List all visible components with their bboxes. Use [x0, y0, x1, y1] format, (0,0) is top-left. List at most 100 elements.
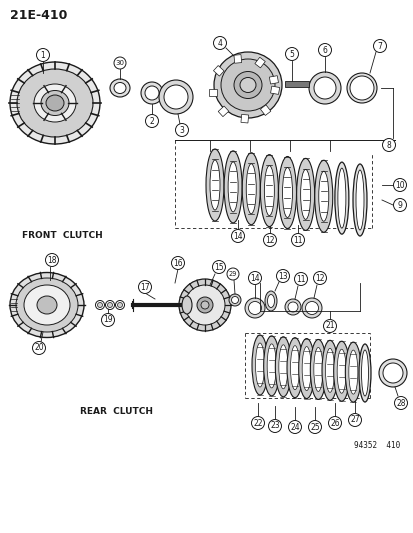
Ellipse shape — [46, 95, 64, 111]
Ellipse shape — [344, 342, 361, 402]
Circle shape — [268, 419, 281, 432]
Ellipse shape — [255, 343, 264, 387]
Ellipse shape — [358, 344, 370, 402]
Ellipse shape — [223, 151, 242, 223]
Text: 12: 12 — [314, 273, 324, 282]
Text: REAR  CLUTCH: REAR CLUTCH — [80, 407, 153, 416]
Ellipse shape — [231, 296, 238, 303]
Ellipse shape — [95, 301, 104, 310]
Ellipse shape — [264, 166, 274, 216]
Ellipse shape — [264, 291, 276, 311]
Circle shape — [175, 124, 188, 136]
Ellipse shape — [305, 302, 318, 314]
Ellipse shape — [185, 285, 224, 325]
Ellipse shape — [325, 349, 334, 392]
Ellipse shape — [278, 345, 287, 389]
Circle shape — [373, 39, 386, 52]
Ellipse shape — [110, 79, 130, 97]
Ellipse shape — [308, 72, 340, 104]
Text: 22: 22 — [253, 418, 262, 427]
Ellipse shape — [252, 335, 267, 395]
Ellipse shape — [242, 153, 260, 225]
Text: 30: 30 — [115, 60, 124, 66]
Text: 11: 11 — [292, 236, 302, 245]
Text: 2: 2 — [149, 117, 154, 125]
Ellipse shape — [296, 158, 314, 230]
Circle shape — [313, 271, 326, 285]
Ellipse shape — [159, 80, 192, 114]
Bar — [213, 66, 223, 76]
Ellipse shape — [334, 162, 348, 234]
Ellipse shape — [349, 76, 373, 100]
Text: 11: 11 — [296, 274, 305, 284]
Ellipse shape — [10, 272, 84, 337]
Ellipse shape — [206, 149, 223, 221]
Ellipse shape — [300, 169, 310, 220]
Ellipse shape — [233, 71, 261, 99]
Ellipse shape — [248, 302, 261, 314]
Circle shape — [33, 342, 45, 354]
Ellipse shape — [244, 298, 264, 318]
Ellipse shape — [321, 341, 337, 400]
Ellipse shape — [352, 164, 366, 236]
Ellipse shape — [209, 160, 219, 210]
Text: 6: 6 — [322, 45, 327, 54]
Text: 25: 25 — [309, 423, 319, 432]
Ellipse shape — [115, 301, 124, 310]
Ellipse shape — [290, 346, 299, 390]
Bar — [260, 105, 270, 116]
Bar — [218, 106, 228, 117]
Text: 94352  410: 94352 410 — [353, 440, 399, 449]
Circle shape — [294, 272, 307, 286]
Ellipse shape — [246, 164, 256, 214]
Circle shape — [36, 49, 50, 61]
Text: 26: 26 — [330, 418, 339, 427]
Circle shape — [392, 179, 406, 191]
Ellipse shape — [41, 91, 69, 116]
Circle shape — [138, 280, 151, 294]
Ellipse shape — [301, 298, 321, 318]
Ellipse shape — [301, 346, 311, 391]
Text: 7: 7 — [377, 42, 382, 51]
Text: FRONT  CLUTCH: FRONT CLUTCH — [22, 230, 102, 239]
Text: 29: 29 — [228, 271, 237, 277]
Circle shape — [328, 416, 341, 430]
Ellipse shape — [287, 302, 297, 312]
Ellipse shape — [114, 83, 126, 93]
Ellipse shape — [298, 338, 314, 399]
Circle shape — [288, 421, 301, 433]
Text: 27: 27 — [349, 416, 359, 424]
Ellipse shape — [182, 296, 192, 314]
Ellipse shape — [10, 62, 100, 144]
Bar — [240, 115, 248, 123]
Ellipse shape — [337, 168, 345, 228]
Ellipse shape — [16, 278, 78, 332]
Ellipse shape — [310, 340, 325, 399]
Text: 17: 17 — [140, 282, 150, 292]
Circle shape — [231, 230, 244, 243]
Circle shape — [171, 256, 184, 270]
Text: 23: 23 — [270, 422, 279, 431]
Circle shape — [114, 57, 126, 69]
Ellipse shape — [197, 297, 212, 313]
Ellipse shape — [105, 301, 114, 310]
Ellipse shape — [333, 341, 349, 401]
Ellipse shape — [313, 348, 322, 391]
Bar — [269, 76, 278, 84]
Text: 8: 8 — [386, 141, 390, 149]
Text: 20: 20 — [34, 343, 44, 352]
Circle shape — [45, 254, 58, 266]
Circle shape — [382, 139, 394, 151]
Circle shape — [248, 271, 261, 285]
Text: 19: 19 — [103, 316, 112, 325]
Ellipse shape — [240, 77, 255, 93]
Circle shape — [318, 44, 331, 56]
Circle shape — [101, 313, 114, 327]
Circle shape — [212, 261, 225, 273]
Ellipse shape — [318, 171, 328, 221]
Text: 15: 15 — [214, 262, 223, 271]
Ellipse shape — [24, 285, 70, 325]
Text: 21: 21 — [325, 321, 334, 330]
Ellipse shape — [178, 279, 230, 331]
Ellipse shape — [228, 162, 237, 212]
